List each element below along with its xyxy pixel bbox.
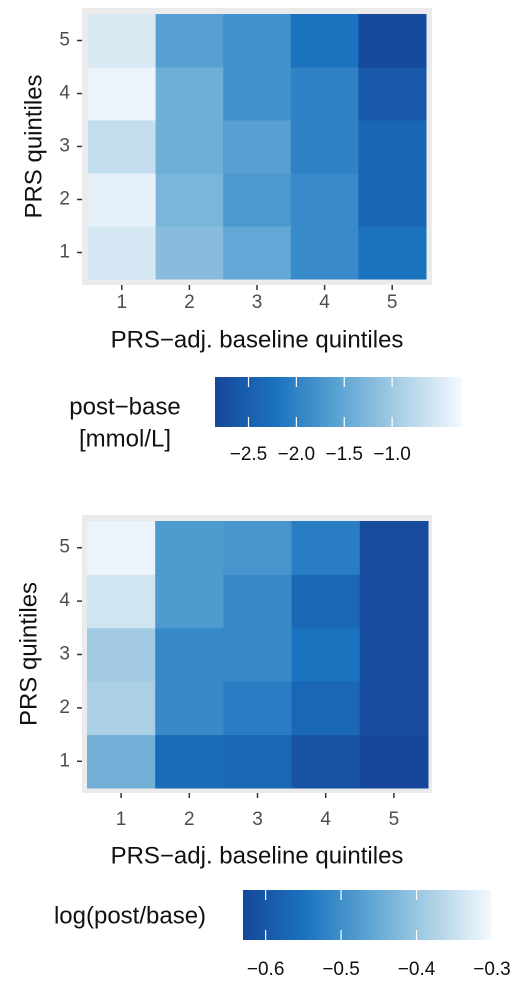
heatmap-cell [359, 734, 429, 789]
heatmap-cell [223, 14, 292, 68]
x-axis-title: PRS−adj. baseline quintiles [111, 842, 404, 869]
y-tick-label: 5 [59, 537, 70, 558]
heatmap-cell [88, 226, 157, 280]
legend-title: log(post/base) [54, 902, 206, 929]
colorbar-tick-label: −2.5 [230, 444, 268, 465]
heatmap-cell [290, 120, 359, 174]
y-axis-title: PRS quintiles [20, 74, 47, 218]
x-tick-label: 5 [389, 809, 400, 830]
heatmap-cell [87, 627, 156, 682]
heatmap-cell [155, 67, 224, 121]
heatmap-cell [290, 67, 359, 121]
legend-title: [mmol/L] [79, 425, 171, 452]
heatmap-cell [155, 14, 224, 68]
y-tick-label: 3 [59, 136, 70, 157]
x-tick-label: 4 [320, 809, 331, 830]
heatmap-cell [291, 627, 361, 682]
heatmap-cell [359, 521, 429, 575]
heatmap-cell [87, 681, 156, 736]
colorbar-tick-label: −0.4 [398, 959, 436, 980]
heatmap-cell [88, 120, 157, 174]
heatmap-cell [155, 734, 224, 789]
heatmap-cell [359, 574, 429, 629]
x-tick-label: 3 [252, 809, 263, 830]
y-tick-label: 1 [59, 750, 70, 771]
heatmap-cell [223, 173, 292, 227]
heatmap-cell [291, 734, 361, 789]
y-tick-label: 1 [59, 242, 70, 263]
heatmap-cell [291, 521, 361, 575]
heatmap-cell [290, 14, 359, 68]
x-tick-label: 3 [252, 292, 263, 313]
x-tick-label: 4 [319, 292, 330, 313]
heatmap-cell [223, 574, 293, 629]
colorbar-tick-label: −0.5 [322, 959, 360, 980]
heatmap-cell [359, 681, 429, 736]
heatmap-cell [87, 521, 156, 575]
heatmap-cell [223, 120, 292, 174]
y-tick-label: 5 [59, 30, 70, 51]
heatmap-cell [223, 67, 292, 121]
heatmap-cell [155, 173, 224, 227]
y-tick-label: 3 [59, 644, 70, 665]
heatmap-cell [223, 734, 293, 789]
x-tick-label: 2 [184, 809, 195, 830]
y-tick-label: 2 [59, 189, 70, 210]
colorbar [243, 890, 492, 940]
x-tick-label: 2 [184, 292, 195, 313]
heatmap-cell [291, 574, 361, 629]
heatmap-cell [155, 226, 224, 280]
x-tick-label: 5 [387, 292, 398, 313]
heatmap-cell [87, 734, 156, 789]
heatmap-cell [358, 14, 427, 68]
heatmap-cell [88, 14, 157, 68]
colorbar-tick-label: −0.3 [473, 959, 511, 980]
colorbar [215, 377, 462, 427]
heatmap-cell [359, 627, 429, 682]
heatmap-cell [155, 574, 224, 629]
heatmap-cell [223, 627, 293, 682]
heatmap-cell [358, 67, 427, 121]
colorbar-tick-label: −1.0 [373, 444, 411, 465]
heatmap-cell [358, 226, 427, 280]
heatmap-cell [290, 226, 359, 280]
heatmap-cell [223, 681, 293, 736]
heatmap-cell [88, 67, 157, 121]
colorbar-tick-label: −1.5 [325, 444, 363, 465]
heatmap-cell [88, 173, 157, 227]
heatmap-cell [223, 226, 292, 280]
heatmap-cell [223, 521, 293, 575]
y-tick-label: 4 [59, 590, 70, 611]
heatmap-cell [291, 681, 361, 736]
heatmap-cell [155, 681, 224, 736]
colorbar-tick-label: −2.0 [278, 444, 316, 465]
x-axis-title: PRS−adj. baseline quintiles [111, 326, 404, 353]
x-tick-label: 1 [117, 292, 128, 313]
heatmap-cell [155, 521, 224, 575]
heatmap-cell [358, 173, 427, 227]
heatmap-cell [290, 173, 359, 227]
x-tick-label: 1 [116, 809, 127, 830]
y-tick-label: 2 [59, 697, 70, 718]
legend-title: post−base [69, 393, 180, 420]
heatmap-cell [155, 120, 224, 174]
heatmap-cell [87, 574, 156, 629]
y-tick-label: 4 [59, 83, 70, 104]
heatmap-cell [155, 627, 224, 682]
heatmap-cell [358, 120, 427, 174]
y-axis-title: PRS quintiles [15, 582, 42, 726]
colorbar-tick-label: −0.6 [247, 959, 285, 980]
